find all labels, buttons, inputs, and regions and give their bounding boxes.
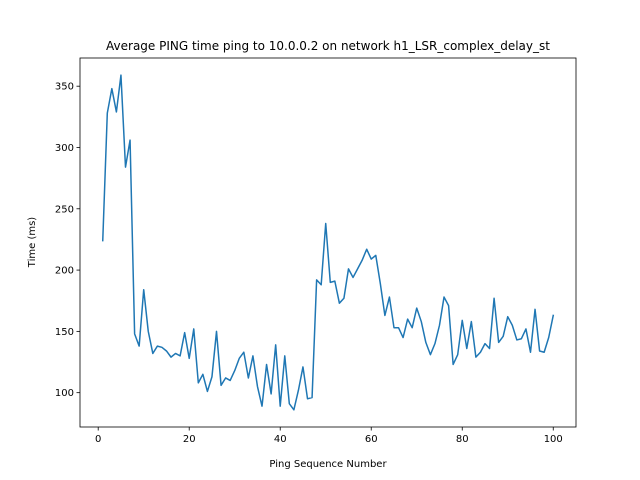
x-tick-label: 60 — [365, 434, 378, 445]
chart-title: Average PING time ping to 10.0.0.2 on ne… — [106, 39, 550, 53]
x-tick-label: 100 — [544, 434, 563, 445]
y-tick-label: 150 — [55, 327, 74, 338]
y-tick-label: 200 — [55, 266, 74, 277]
x-tick-label: 20 — [183, 434, 196, 445]
plot-area: 0 20 40 60 80 100 100 150 200 250 300 350 — [55, 57, 577, 445]
series-line-0 — [101, 74, 555, 411]
x-tick-label: 40 — [274, 434, 287, 445]
plot-frame — [79, 57, 577, 428]
y-tick-label: 250 — [55, 204, 74, 215]
x-tick-label: 80 — [456, 434, 469, 445]
x-axis-label: Ping Sequence Number — [269, 459, 387, 470]
y-tick-label: 300 — [55, 143, 74, 154]
x-tick-label: 0 — [95, 434, 101, 445]
y-tick-label: 100 — [55, 388, 74, 399]
y-axis-label: Time (ms) — [27, 217, 38, 269]
y-tick-label: 350 — [55, 82, 74, 93]
